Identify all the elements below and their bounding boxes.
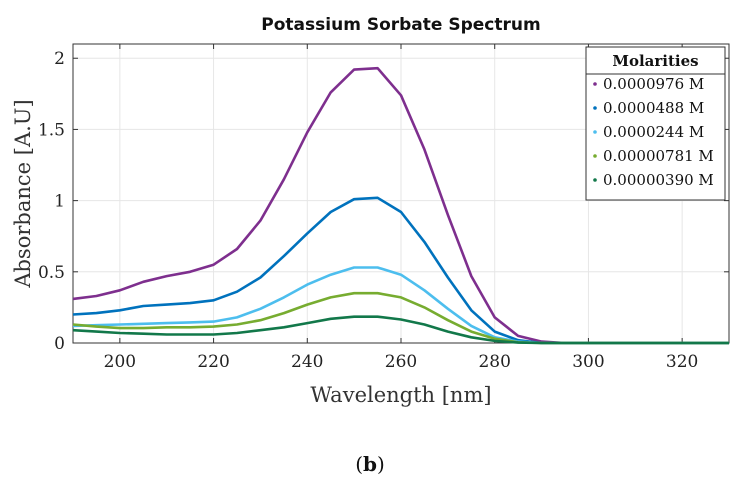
legend-label: 0.0000976 M (603, 75, 704, 93)
x-tick-label: 240 (291, 352, 323, 372)
y-tick-label: 0.5 (38, 263, 65, 283)
caption-letter: b (363, 452, 377, 476)
x-axis-label: Wavelength [nm] (310, 383, 491, 407)
legend-marker (593, 106, 597, 110)
legend: Molarities 0.0000976 M 0.0000488 M 0.000024… (585, 46, 726, 201)
caption-open-paren: ( (355, 452, 363, 476)
x-tick-label: 200 (104, 352, 136, 372)
series-layer (72, 66, 729, 345)
x-tick-label: 260 (385, 352, 417, 372)
y-tick-label: 2 (54, 49, 65, 69)
series-line (72, 315, 729, 345)
x-tick-label: 300 (572, 352, 604, 372)
axes: 200 220 240 260 280 300 320 0 0.5 1 1.5 2 (38, 43, 730, 372)
y-tick-label: 0 (54, 334, 65, 354)
x-tick-label: 280 (478, 352, 510, 372)
chart-title: Potassium Sorbate Spectrum (261, 15, 540, 35)
y-tick-label: 1 (54, 192, 65, 212)
figure-caption: (b) (0, 452, 740, 476)
legend-marker (593, 154, 597, 158)
legend-label: 0.0000244 M (603, 123, 704, 141)
x-tick-label: 220 (197, 352, 229, 372)
caption-close-paren: ) (376, 452, 385, 476)
legend-marker (593, 82, 597, 86)
y-axis-label: Absorbance [A.U] (11, 99, 35, 288)
x-tick-label: 320 (666, 352, 698, 372)
legend-title: Molarities (612, 52, 698, 70)
y-tick-label: 1.5 (38, 120, 65, 140)
plot-frame (72, 43, 730, 344)
legend-marker (593, 130, 597, 134)
legend-box (585, 46, 726, 201)
legend-label: 0.00000781 M (603, 147, 714, 165)
legend-label: 0.0000488 M (603, 99, 704, 117)
legend-label: 0.00000390 M (603, 171, 714, 189)
legend-marker (593, 178, 597, 182)
